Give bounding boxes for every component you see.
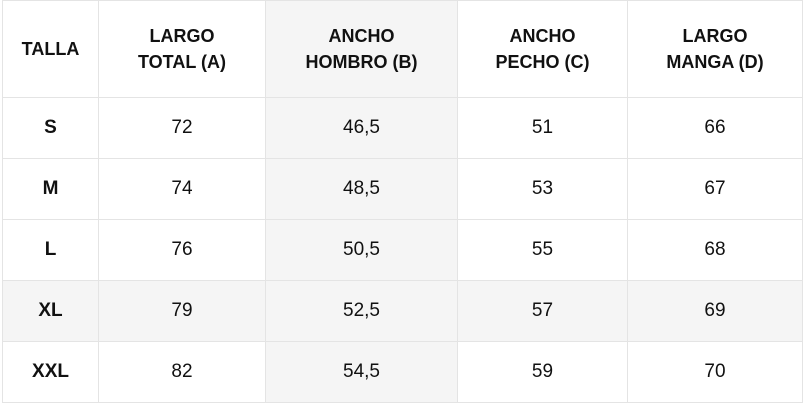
table-body: S 72 46,5 51 66 M 74 48,5 53 67 L 76 50,5 55 68 XL 79 52,… — [2, 97, 803, 403]
size-cell: L — [2, 219, 99, 281]
measure-cell: 67 — [627, 158, 803, 220]
column-header: TALLA — [2, 0, 99, 98]
column-header: ANCHO PECHO (C) — [457, 0, 628, 98]
column-header: ANCHO HOMBRO (B) — [265, 0, 458, 98]
table-head: TALLA LARGO TOTAL (A) ANCHO HOMBRO (B) ANCH… — [2, 0, 803, 98]
measure-cell: 69 — [627, 280, 803, 342]
measure-cell: 51 — [457, 97, 628, 159]
measure-cell: 70 — [627, 341, 803, 403]
table-row: M 74 48,5 53 67 — [2, 158, 803, 220]
measure-cell: 54,5 — [265, 341, 458, 403]
measure-cell: 66 — [627, 97, 803, 159]
column-header: LARGO TOTAL (A) — [98, 0, 266, 98]
measure-cell: 55 — [457, 219, 628, 281]
header-row: TALLA LARGO TOTAL (A) ANCHO HOMBRO (B) ANCH… — [2, 0, 803, 98]
header-text: TALLA — [21, 38, 80, 59]
header-text: LARGO TOTAL (A) — [138, 25, 226, 72]
measure-cell: 52,5 — [265, 280, 458, 342]
table-row: XL 79 52,5 57 69 — [2, 280, 803, 342]
measure-cell: 74 — [98, 158, 266, 220]
measure-cell: 68 — [627, 219, 803, 281]
measure-cell: 72 — [98, 97, 266, 159]
table-row: XXL 82 54,5 59 70 — [2, 341, 803, 403]
size-cell: XL — [2, 280, 99, 342]
size-table: TALLA LARGO TOTAL (A) ANCHO HOMBRO (B) ANCH… — [2, 0, 803, 403]
measure-cell: 46,5 — [265, 97, 458, 159]
measure-cell: 59 — [457, 341, 628, 403]
measure-cell: 50,5 — [265, 219, 458, 281]
measure-cell: 53 — [457, 158, 628, 220]
header-text: ANCHO HOMBRO (B) — [305, 25, 418, 72]
measure-cell: 76 — [98, 219, 266, 281]
measure-cell: 79 — [98, 280, 266, 342]
table-row: S 72 46,5 51 66 — [2, 97, 803, 159]
column-header: LARGO MANGA (D) — [627, 0, 803, 98]
measure-cell: 48,5 — [265, 158, 458, 220]
size-cell: S — [2, 97, 99, 159]
size-cell: XXL — [2, 341, 99, 403]
header-text: LARGO MANGA (D) — [666, 25, 764, 72]
table-row: L 76 50,5 55 68 — [2, 219, 803, 281]
header-text: ANCHO PECHO (C) — [495, 25, 590, 72]
measure-cell: 57 — [457, 280, 628, 342]
size-cell: M — [2, 158, 99, 220]
measure-cell: 82 — [98, 341, 266, 403]
